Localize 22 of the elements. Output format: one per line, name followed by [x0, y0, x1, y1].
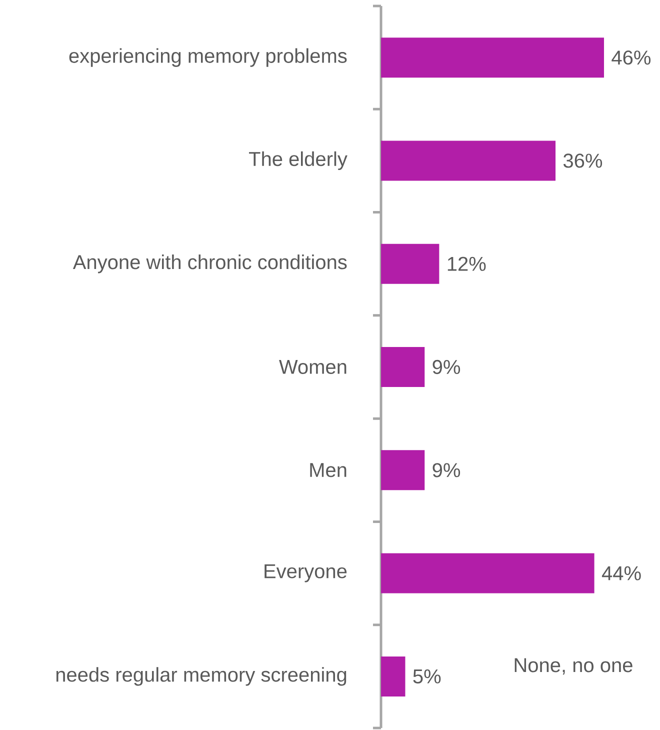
- annotation: None, no one: [514, 658, 632, 675]
- data-label: 36%: [563, 154, 602, 168]
- y-tick-label: Women: [279, 360, 346, 374]
- bar: [381, 244, 440, 284]
- y-tick-label: The elderly: [248, 151, 348, 170]
- bar: [381, 140, 556, 181]
- bar: [381, 656, 406, 696]
- y-tick-label: experiencing memory problems: [69, 48, 347, 67]
- y-tick-label: Men: [310, 463, 346, 478]
- y-tick-label: Everyone: [264, 564, 347, 582]
- bar: [381, 38, 604, 78]
- bar: [381, 450, 425, 490]
- data-label: 5%: [413, 669, 441, 684]
- data-label: 9%: [432, 360, 460, 374]
- data-label: 9%: [432, 463, 460, 478]
- data-label: 44%: [602, 566, 641, 580]
- bar: [381, 553, 594, 594]
- data-label: 12%: [448, 256, 486, 271]
- data-label: 46%: [612, 50, 651, 65]
- bar: [381, 347, 425, 388]
- y-tick-label: needs regular memory screening: [56, 667, 346, 686]
- y-tick-label: Anyone with chronic conditions: [72, 254, 347, 274]
